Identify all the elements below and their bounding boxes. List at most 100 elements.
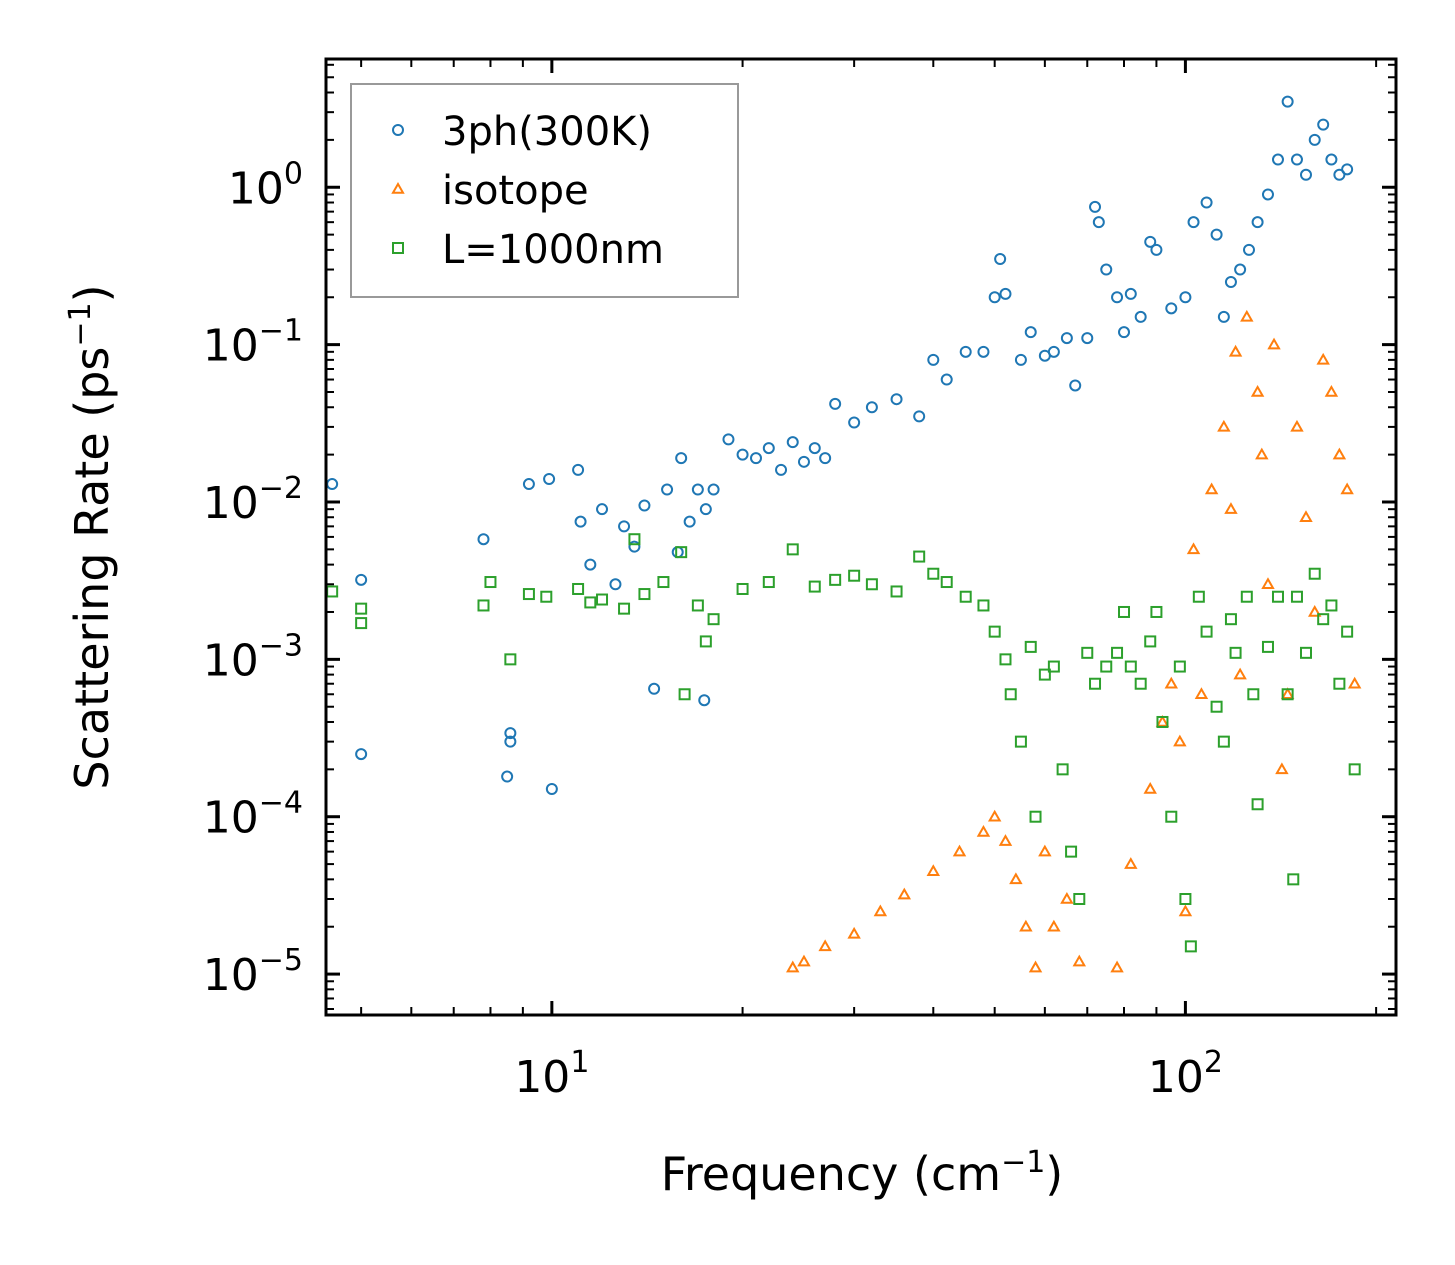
data-point-circle (355, 748, 368, 761)
data-point-square (1004, 688, 1017, 701)
data-point-triangle (797, 954, 811, 967)
data-point-square (584, 596, 597, 609)
data-point-triangle (1186, 542, 1201, 555)
y-tick-label: 10−5 (203, 943, 303, 1001)
data-point-triangle (1009, 872, 1023, 885)
data-point-triangle (1255, 447, 1269, 460)
data-point-circle (829, 397, 842, 410)
data-point-square (959, 590, 972, 603)
data-point-square (638, 588, 651, 601)
data-point-square (596, 593, 609, 606)
data-point-circle (977, 345, 990, 358)
legend-label-3ph: 3ph(300K) (442, 109, 652, 155)
data-point-square (848, 569, 861, 582)
data-point-triangle (926, 864, 941, 877)
data-point-triangle (1178, 904, 1193, 917)
data-point-square (977, 599, 990, 612)
data-point-triangle (847, 926, 861, 939)
data-point-circle (618, 520, 631, 533)
data-point-triangle (1324, 384, 1339, 397)
data-point-circle (596, 503, 609, 516)
data-point-circle (927, 353, 940, 366)
data-point-square (707, 613, 720, 626)
data-point-square (736, 582, 749, 595)
data-point-square (1184, 940, 1197, 953)
data-point-circle (504, 735, 517, 748)
data-point-triangle (1038, 844, 1052, 857)
data-point-square (1065, 845, 1078, 858)
data-point-triangle (1316, 352, 1330, 365)
data-point-circle (648, 682, 661, 695)
data-point-circle (1081, 332, 1094, 345)
data-point-circle (1047, 345, 1060, 358)
data-point-circle (786, 436, 799, 449)
data-point-triangle (1204, 482, 1219, 495)
data-point-circle (584, 558, 597, 571)
data-point-square (1111, 646, 1124, 659)
data-point-circle (1118, 326, 1131, 339)
data-point-square (355, 602, 368, 615)
data-point-square (1210, 700, 1223, 713)
data-point-square (1100, 660, 1113, 673)
data-point-square (1024, 640, 1037, 653)
data-point-square (1229, 646, 1242, 659)
data-point-square (1281, 688, 1294, 701)
data-point-square (1173, 660, 1186, 673)
data-point-triangle (1308, 604, 1322, 617)
data-point-square (484, 576, 497, 589)
data-point-square (1247, 688, 1260, 701)
data-point-triangle (1228, 344, 1243, 357)
legend-marker-square (392, 242, 404, 254)
data-point-circle (574, 515, 587, 528)
data-point-circle (1179, 291, 1192, 304)
data-point-square (1200, 625, 1213, 638)
data-point-circle (572, 463, 585, 476)
data-point-circle (1290, 153, 1303, 166)
data-point-square (1165, 810, 1178, 823)
data-point-circle (1242, 243, 1255, 256)
legend-marker-circle (392, 124, 404, 136)
data-point-square (477, 599, 490, 612)
data-point-circle (1014, 353, 1027, 366)
data-point-circle (522, 478, 535, 491)
data-point-triangle (1194, 687, 1209, 700)
data-point-circle (736, 448, 749, 461)
data-point-square (1014, 735, 1027, 748)
data-point-circle (1111, 291, 1124, 304)
data-point-square (1179, 893, 1192, 906)
data-point-circle (628, 540, 641, 553)
data-point-circle (504, 727, 517, 740)
data-point-circle (1299, 168, 1312, 181)
data-point-circle (940, 373, 953, 386)
data-point-square (1261, 640, 1274, 653)
data-point-circle (1134, 310, 1147, 323)
data-point-circle (1187, 216, 1200, 229)
data-point-triangle (1019, 919, 1033, 932)
data-point-triangle (1340, 482, 1354, 495)
data-point-circle (1217, 310, 1230, 323)
data-point-circle (1100, 263, 1113, 276)
data-point-circle (988, 291, 1001, 304)
data-point-circle (1341, 163, 1354, 176)
data-point-circle (698, 694, 711, 707)
data-point-square (628, 533, 641, 546)
x-tick-label: 102 (1148, 1045, 1223, 1103)
data-point-square (988, 625, 1001, 638)
data-point-square (678, 688, 691, 701)
data-point-square (355, 617, 368, 630)
data-point-circle (819, 452, 832, 465)
data-point-square (1325, 599, 1338, 612)
y-tick-label: 100 (228, 156, 303, 214)
data-point-square (1089, 677, 1102, 690)
data-point-triangle (1250, 384, 1265, 397)
data-point-triangle (1299, 510, 1313, 522)
data-point-triangle (1332, 447, 1347, 460)
data-point-square (1271, 590, 1284, 603)
data-point-circle (543, 472, 556, 485)
data-point-circle (1150, 243, 1163, 256)
data-point-circle (661, 483, 674, 496)
data-point-circle (999, 287, 1012, 300)
data-point-circle (545, 783, 558, 796)
data-point-triangle (786, 960, 800, 973)
data-point-square (1333, 677, 1346, 690)
